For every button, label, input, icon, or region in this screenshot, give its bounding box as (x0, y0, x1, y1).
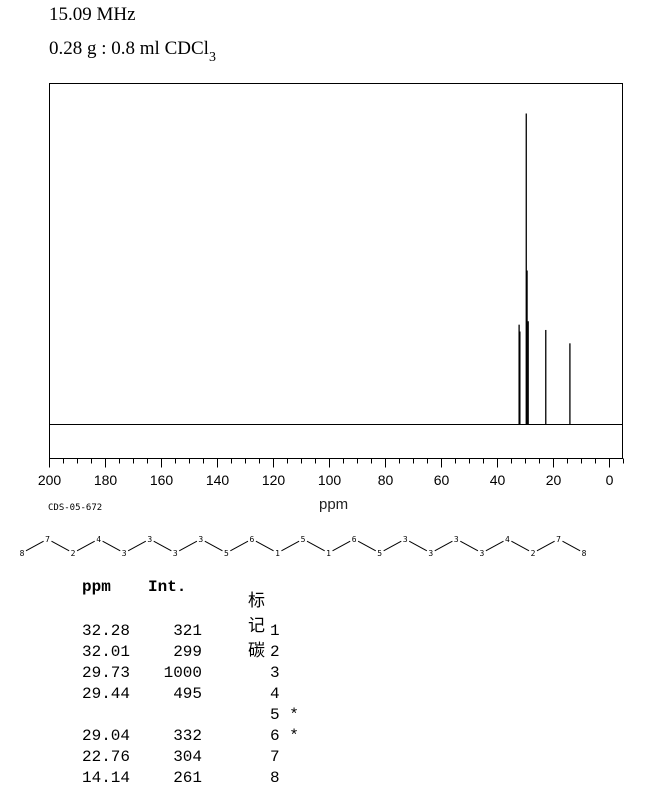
atom-label: 3 (454, 535, 459, 544)
spectrum-code: CDS-05-672 (48, 503, 103, 513)
bond (179, 540, 198, 552)
bond (127, 540, 147, 552)
atom-label: 5 (301, 535, 306, 544)
sample-info: 0.28 g : 0.8 ml CDCl3 (49, 38, 216, 66)
atom-label: 3 (198, 535, 203, 544)
carbon-chain: 8 7 2 4 3 3 3 3 5 6 1 5 1 6 5 3 3 3 3 4 2 7 8 (20, 535, 587, 558)
assign-cell: 6 * (270, 727, 299, 745)
bond (485, 540, 504, 552)
bond (383, 540, 402, 552)
bond (536, 540, 555, 552)
plot-frame (49, 83, 623, 459)
bond (357, 540, 376, 552)
ppm-cell: 32.28 (82, 622, 131, 640)
bond (281, 540, 300, 552)
atom-label: 6 (352, 535, 357, 544)
sample-subscript: 3 (208, 50, 216, 65)
x-axis-label: ppm (319, 496, 349, 513)
x-tick-label: 60 (434, 472, 450, 488)
int-cell: 321 (173, 622, 202, 640)
assign-cell: 7 (270, 748, 280, 766)
ppm-cell: 32.01 (82, 643, 131, 661)
atom-label: 8 (582, 549, 587, 558)
assign-cell: 8 (270, 769, 280, 787)
spectrum-peaks (518, 113, 571, 425)
bond (51, 540, 70, 552)
x-tick-label: 200 (38, 472, 62, 488)
ppm-cell: 29.73 (82, 664, 131, 682)
bond (102, 540, 121, 552)
int-cell: 1000 (163, 664, 202, 682)
x-tick-label: 40 (490, 472, 506, 488)
atom-label: 2 (71, 549, 76, 558)
atom-label: 3 (403, 535, 408, 544)
ppm-cell: 29.04 (82, 727, 131, 745)
x-axis-ticks (49, 458, 624, 468)
bond (434, 540, 453, 552)
atom-label: 3 (173, 549, 178, 558)
assign-cell: 1 (270, 622, 280, 640)
x-tick-label: 160 (150, 472, 174, 488)
nmr-spectrum-plot: 200 180 160 140 120 100 80 60 40 20 0 (38, 83, 624, 488)
bond (153, 540, 172, 552)
atom-label: 8 (20, 549, 25, 558)
x-tick-label: 180 (94, 472, 118, 488)
bond (332, 540, 351, 552)
bond (76, 540, 95, 552)
atom-label: 3 (122, 549, 127, 558)
atom-label: 7 (556, 535, 561, 544)
ppm-header: ppm (82, 578, 111, 596)
x-axis-tick-labels: 200 180 160 140 120 100 80 60 40 20 0 (38, 472, 614, 488)
bond (255, 540, 274, 552)
bond (562, 540, 581, 552)
ppm-cell: 22.76 (82, 748, 131, 766)
atom-label: 6 (250, 535, 255, 544)
atom-label: 5 (377, 549, 382, 558)
atom-label: 3 (428, 549, 433, 558)
atom-label: 5 (224, 549, 229, 558)
bond (306, 540, 325, 552)
assign-cell: 2 (270, 643, 280, 661)
x-tick-label: 100 (318, 472, 342, 488)
spectrometer-frequency: 15.09 MHz (49, 4, 136, 25)
sample-main: 0.28 g : 0.8 ml CDCl (49, 38, 209, 59)
assign-cell: 4 (270, 685, 280, 703)
atom-label: 2 (531, 549, 536, 558)
assign-cell: 5 * (270, 706, 299, 724)
bond (230, 540, 249, 552)
atom-label: 7 (45, 535, 50, 544)
assign-header: 标记碳 (248, 591, 265, 661)
atom-label: 1 (275, 549, 280, 558)
x-tick-label: 80 (378, 472, 394, 488)
int-header: Int. (148, 578, 187, 596)
ppm-cell: 14.14 (82, 769, 131, 787)
x-tick-label: 140 (206, 472, 230, 488)
atom-label: 3 (479, 549, 484, 558)
bond (408, 540, 428, 552)
atom-label: 4 (96, 535, 101, 544)
ppm-cell: 29.44 (82, 685, 131, 703)
bond (25, 540, 44, 552)
int-cell: 299 (173, 643, 202, 661)
bond (204, 540, 223, 552)
atom-label: 1 (326, 549, 331, 558)
int-cell: 304 (173, 748, 202, 766)
atom-label: 4 (505, 535, 510, 544)
x-tick-label: 0 (606, 472, 614, 488)
bond (511, 540, 530, 552)
molecule-structure: 8 7 2 4 3 3 3 3 5 6 1 5 1 6 5 3 3 3 3 4 2 7 8 (20, 535, 587, 558)
x-tick-label: 120 (262, 472, 286, 488)
int-cell: 495 (173, 685, 202, 703)
int-cell: 261 (173, 769, 202, 787)
int-cell: 332 (173, 727, 202, 745)
atom-label: 3 (147, 535, 152, 544)
x-tick-label: 20 (546, 472, 562, 488)
assign-cell: 3 (270, 664, 280, 682)
bond (460, 540, 479, 552)
